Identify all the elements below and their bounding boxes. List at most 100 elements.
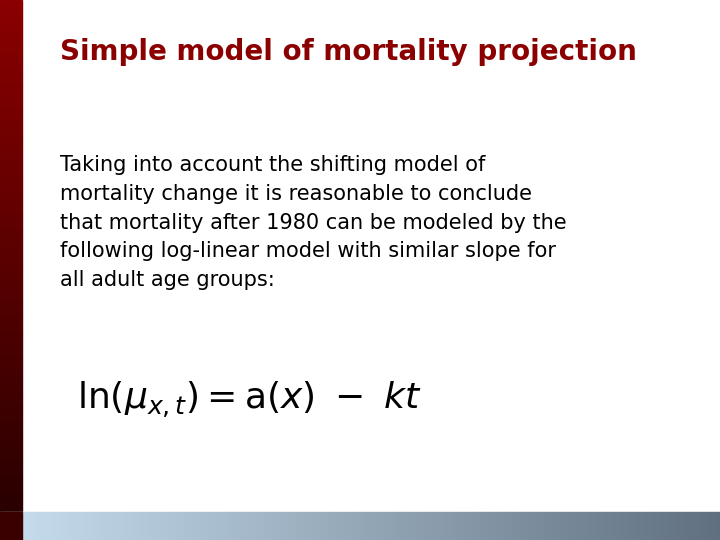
Bar	[0, 415, 22, 417]
Bar	[0, 269, 22, 272]
Bar	[346, 512, 349, 540]
Bar	[666, 512, 670, 540]
Bar	[0, 343, 22, 346]
Bar	[191, 512, 194, 540]
Bar	[0, 228, 22, 231]
Bar	[0, 297, 22, 300]
Bar	[148, 512, 151, 540]
Bar	[713, 512, 716, 540]
Bar	[205, 512, 209, 540]
Bar	[706, 512, 709, 540]
Bar	[155, 512, 158, 540]
Bar	[518, 512, 522, 540]
Bar	[454, 512, 457, 540]
Bar	[0, 302, 22, 305]
Bar	[0, 253, 22, 256]
Bar	[0, 417, 22, 420]
Bar	[47, 512, 50, 540]
Bar	[698, 512, 702, 540]
Bar	[0, 256, 22, 259]
Bar	[443, 512, 446, 540]
Bar	[0, 261, 22, 264]
Bar	[634, 512, 637, 540]
Bar	[0, 461, 22, 463]
Bar	[0, 446, 22, 448]
Bar	[457, 512, 461, 540]
Bar	[72, 512, 76, 540]
Bar	[349, 512, 353, 540]
Bar	[497, 512, 500, 540]
Bar	[295, 512, 299, 540]
Bar	[220, 512, 223, 540]
Bar	[0, 13, 22, 15]
Bar	[0, 110, 22, 113]
Bar	[0, 161, 22, 164]
Bar	[482, 512, 486, 540]
Bar	[389, 512, 392, 540]
Bar	[540, 512, 544, 540]
Bar	[0, 489, 22, 491]
Bar	[583, 512, 587, 540]
Bar	[0, 46, 22, 49]
Bar	[425, 512, 428, 540]
Bar	[0, 420, 22, 422]
Bar	[0, 82, 22, 84]
Bar	[230, 512, 234, 540]
Bar	[97, 512, 101, 540]
Bar	[281, 512, 284, 540]
Bar	[0, 84, 22, 87]
Bar	[0, 476, 22, 479]
Bar	[0, 338, 22, 341]
Bar	[385, 512, 389, 540]
Bar	[688, 512, 691, 540]
Bar	[0, 376, 22, 379]
Bar	[0, 36, 22, 38]
Bar	[0, 412, 22, 415]
Bar	[0, 153, 22, 156]
Bar	[14, 512, 18, 540]
Bar	[0, 192, 22, 194]
Bar	[0, 374, 22, 376]
Bar	[252, 512, 256, 540]
Bar	[0, 292, 22, 294]
Bar	[403, 512, 407, 540]
Bar	[94, 512, 97, 540]
Bar	[0, 210, 22, 212]
Bar	[263, 512, 266, 540]
Bar	[0, 369, 22, 371]
Bar	[0, 97, 22, 100]
Bar	[0, 422, 22, 425]
Bar	[0, 123, 22, 125]
Bar	[0, 507, 22, 509]
Bar	[569, 512, 572, 540]
Bar	[79, 512, 83, 540]
Bar	[0, 443, 22, 445]
Bar	[0, 307, 22, 310]
Bar	[0, 0, 22, 3]
Bar	[0, 233, 22, 235]
Bar	[0, 356, 22, 359]
Bar	[0, 49, 22, 51]
Bar	[594, 512, 598, 540]
Bar	[0, 23, 22, 25]
Bar	[0, 190, 22, 192]
Bar	[0, 389, 22, 392]
Bar	[241, 512, 245, 540]
Bar	[0, 330, 22, 333]
Bar	[0, 335, 22, 338]
Bar	[360, 512, 364, 540]
Bar	[695, 512, 698, 540]
Bar	[0, 218, 22, 220]
Bar	[7, 512, 11, 540]
Bar	[0, 33, 22, 36]
Bar	[288, 512, 292, 540]
Bar	[0, 379, 22, 381]
Bar	[382, 512, 385, 540]
Bar	[500, 512, 504, 540]
Bar	[299, 512, 302, 540]
Bar	[0, 410, 22, 412]
Bar	[0, 151, 22, 153]
Bar	[0, 274, 22, 276]
Bar	[65, 512, 68, 540]
Bar	[0, 272, 22, 274]
